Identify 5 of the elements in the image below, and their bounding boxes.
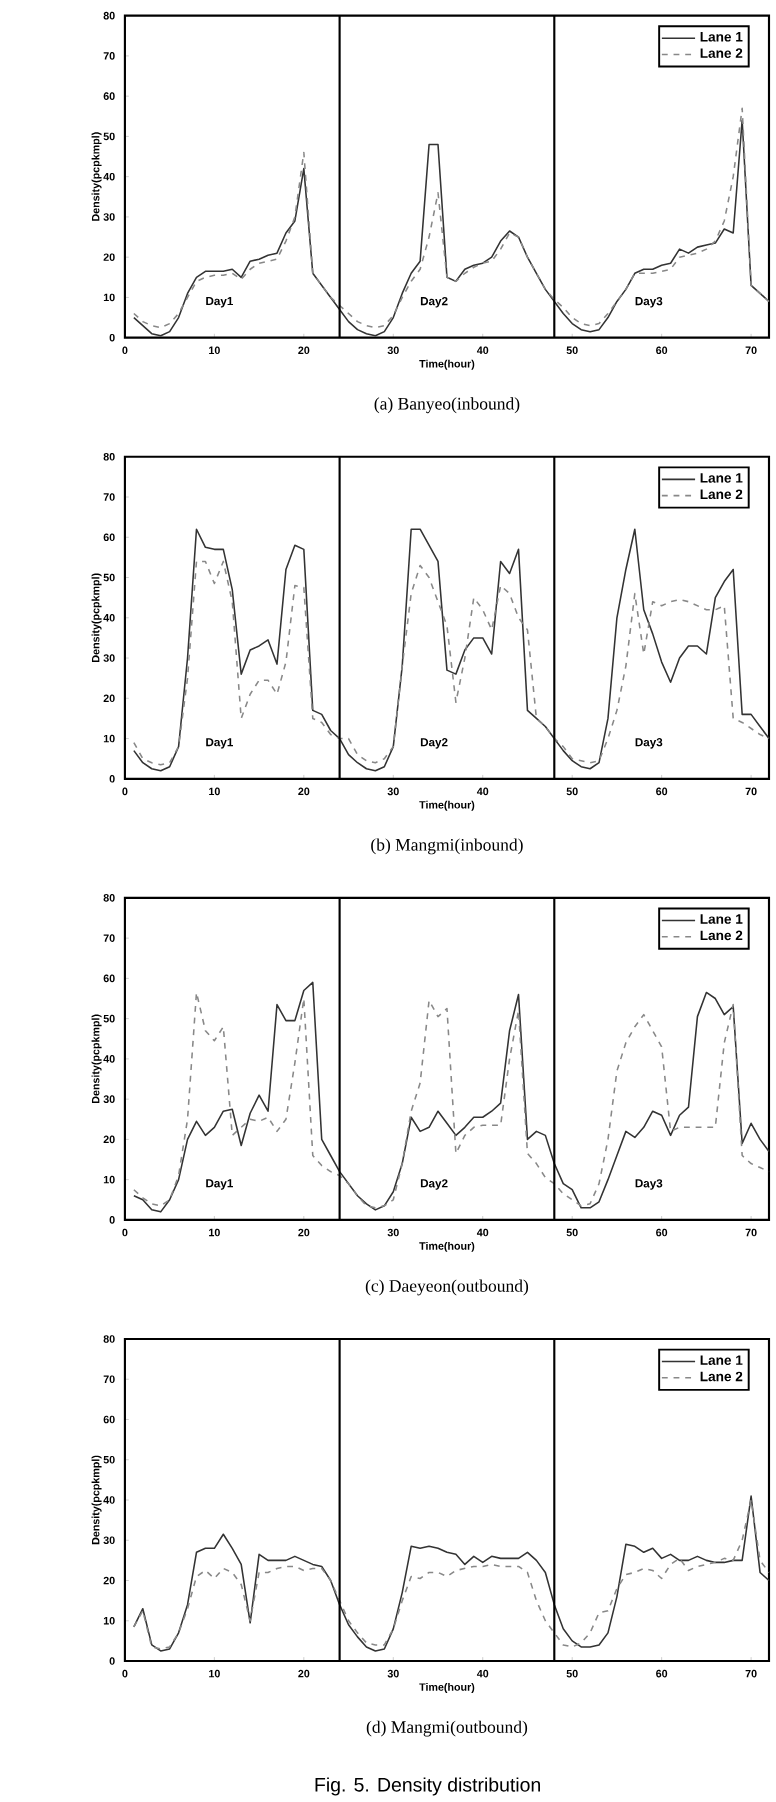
text: (a) Banyeo(inbound) <box>374 397 519 414</box>
text: (b) Mangmi(inbound) <box>370 838 523 855</box>
text: (c) Daeyeon(outbound) <box>365 1279 528 1296</box>
text: (d) Mangmi(outbound) <box>366 1720 527 1737</box>
caption: Fig. 5. Density distribution <box>315 1777 540 1796</box>
